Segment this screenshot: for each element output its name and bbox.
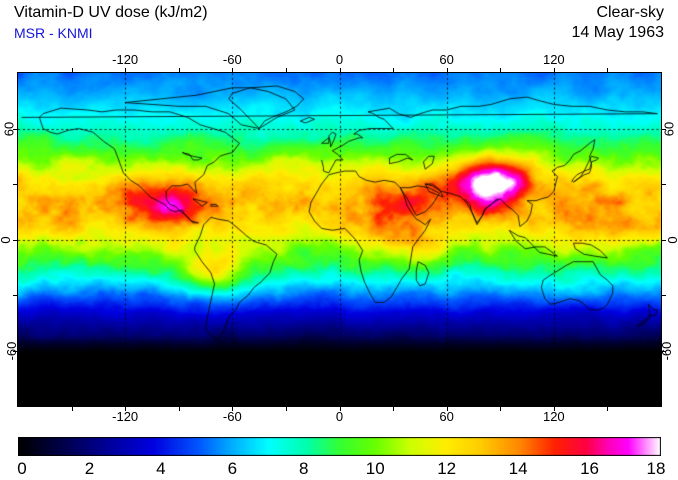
x-axis-tick-top <box>178 68 180 73</box>
colorbar-tick-label: 10 <box>365 459 385 478</box>
x-axis-tick-top <box>607 68 609 73</box>
x-axis-label-bottom: -60 <box>222 409 242 424</box>
x-axis-tick-bottom <box>393 406 395 411</box>
x-axis-tick-bottom <box>446 406 448 411</box>
x-axis-label-bottom: 60 <box>439 409 454 424</box>
date-label: 14 May 1963 <box>571 24 664 41</box>
colorbar-tick-label: 16 <box>580 459 600 478</box>
colorbar-gradient <box>18 437 661 456</box>
y-axis-tick-left <box>13 184 18 185</box>
x-axis-tick-bottom <box>178 406 180 411</box>
x-axis-tick-bottom <box>232 406 234 411</box>
y-axis-tick-right <box>661 128 666 130</box>
x-axis-tick-top <box>446 68 448 73</box>
y-axis-label-right: -60 <box>659 341 675 360</box>
x-axis-tick-top <box>71 68 73 73</box>
x-axis-label-top: -60 <box>222 52 242 67</box>
y-axis-tick-right <box>661 239 666 241</box>
x-axis-tick-bottom <box>125 406 127 411</box>
y-axis-tick-right <box>661 350 666 352</box>
x-axis-label-bottom: -120 <box>112 409 139 424</box>
condition-label: Clear-sky <box>596 4 664 21</box>
colorbar-tick-label: 18 <box>646 459 666 478</box>
colorbar-tick-label: 6 <box>227 459 238 478</box>
x-axis-tick-top <box>393 68 395 73</box>
y-axis-tick-left <box>13 295 18 296</box>
colorbar-tick-label: 4 <box>156 459 166 478</box>
x-axis-label-bottom: 0 <box>335 409 344 424</box>
colorbar-tick-label: 14 <box>508 459 528 478</box>
x-axis-label-top: 0 <box>335 52 344 67</box>
colorbar <box>18 437 661 456</box>
source-credit: MSR - KNMI <box>14 25 93 41</box>
x-axis-label-top: -120 <box>112 52 139 67</box>
y-axis-label-left: -60 <box>3 341 19 360</box>
page-title: Vitamin-D UV dose (kJ/m2) <box>14 4 208 21</box>
y-axis-tick-left <box>13 350 18 352</box>
uv-dose-map-canvas <box>18 73 661 406</box>
colorbar-tick-label: 12 <box>437 459 457 478</box>
x-axis-tick-top <box>125 68 127 73</box>
x-axis-tick-top <box>339 68 341 73</box>
x-axis-label-top: 60 <box>439 52 454 67</box>
x-axis-tick-bottom <box>285 406 287 411</box>
y-axis-tick-left <box>13 239 18 241</box>
world-map-heatmap <box>18 73 661 406</box>
x-axis-tick-top <box>285 68 287 73</box>
y-axis-tick-left <box>13 128 18 130</box>
y-axis-label-right: 60 <box>661 121 677 136</box>
x-axis-tick-bottom <box>553 406 555 411</box>
x-axis-tick-bottom <box>339 406 341 411</box>
x-axis-tick-top <box>553 68 555 73</box>
y-axis-label-left: 60 <box>1 121 17 136</box>
y-axis-label-left: 0 <box>0 236 13 243</box>
x-axis-tick-bottom <box>500 406 502 411</box>
colorbar-tick-label: 8 <box>299 459 309 478</box>
x-axis-label-top: 120 <box>542 52 565 67</box>
x-axis-tick-top <box>232 68 234 73</box>
y-axis-tick-right <box>661 295 666 296</box>
x-axis-tick-bottom <box>607 406 609 411</box>
x-axis-tick-bottom <box>71 406 73 411</box>
x-axis-tick-top <box>500 68 502 73</box>
x-axis-label-bottom: 120 <box>542 409 565 424</box>
colorbar-tick-label: 0 <box>17 459 27 478</box>
colorbar-tick-label: 2 <box>84 459 95 478</box>
y-axis-label-right: 0 <box>665 236 678 243</box>
y-axis-tick-right <box>661 184 666 185</box>
